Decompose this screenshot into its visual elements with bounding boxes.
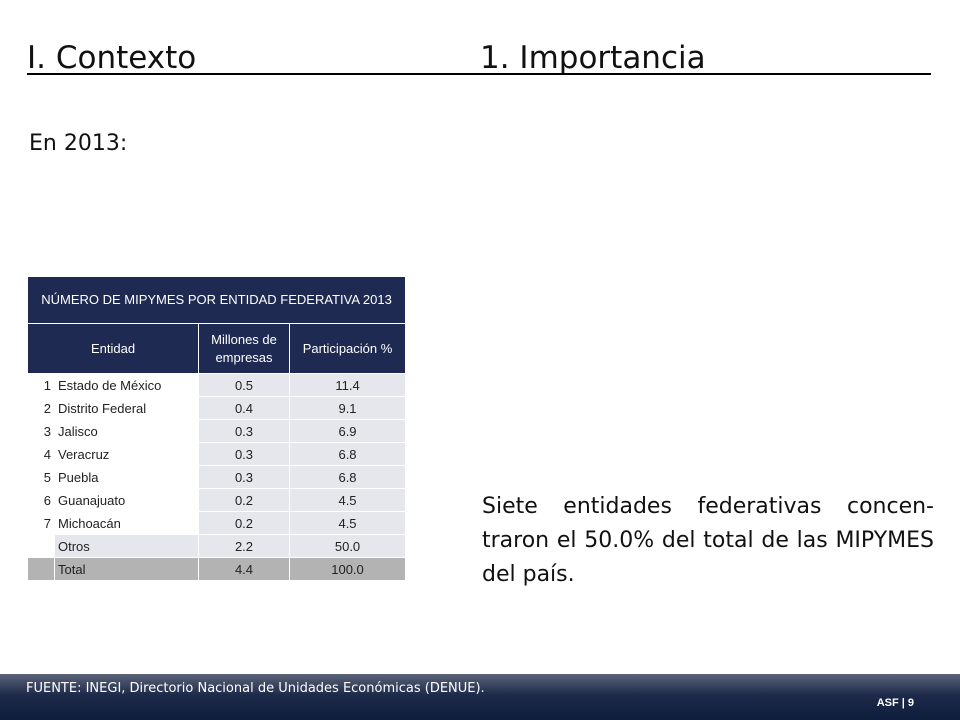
- row-millions: 2.2: [198, 534, 290, 558]
- section-title: I. Contexto: [27, 40, 197, 76]
- table-row: 2 Distrito Federal 0.4 9.1: [27, 396, 407, 420]
- row-share: 4.5: [289, 488, 407, 512]
- row-entity: Distrito Federal: [54, 396, 199, 420]
- row-millions: 0.4: [198, 396, 290, 420]
- row-millions: 0.3: [198, 419, 290, 443]
- column-header-entity: Entidad: [27, 323, 199, 374]
- column-header-millions: Millones de empresas: [198, 323, 290, 374]
- row-rank: 5: [27, 465, 55, 489]
- table-row: 4 Veracruz 0.3 6.8: [27, 442, 407, 466]
- row-rank: 6: [27, 488, 55, 512]
- row-entity: Jalisco: [54, 419, 199, 443]
- row-share: 6.8: [289, 465, 407, 489]
- row-entity: Otros: [54, 534, 199, 558]
- row-share: 4.5: [289, 511, 407, 535]
- table-row: 1 Estado de México 0.5 11.4: [27, 373, 407, 397]
- row-rank: 3: [27, 419, 55, 443]
- table-row: 3 Jalisco 0.3 6.9: [27, 419, 407, 443]
- page-number: ASF | 9: [876, 697, 914, 709]
- row-entity: Michoacán: [54, 511, 199, 535]
- table-row: 5 Puebla 0.3 6.8: [27, 465, 407, 489]
- row-share: 100.0: [289, 557, 407, 581]
- table-row: 7 Michoacán 0.2 4.5: [27, 511, 407, 535]
- table-row-total: Total 4.4 100.0: [27, 557, 407, 581]
- table-row-others: Otros 2.2 50.0: [27, 534, 407, 558]
- row-share: 6.9: [289, 419, 407, 443]
- row-rank: 1: [27, 373, 55, 397]
- row-millions: 0.3: [198, 465, 290, 489]
- intro-text: En 2013:: [29, 131, 128, 156]
- mipymes-table: NÚMERO DE MIPYMES POR ENTIDAD FEDERATIVA…: [26, 276, 407, 581]
- row-rank: 7: [27, 511, 55, 535]
- row-share: 50.0: [289, 534, 407, 558]
- row-millions: 4.4: [198, 557, 290, 581]
- row-share: 9.1: [289, 396, 407, 420]
- row-entity: Total: [54, 557, 199, 581]
- row-entity: Estado de México: [54, 373, 199, 397]
- row-share: 6.8: [289, 442, 407, 466]
- footer-bar: [0, 674, 960, 720]
- row-rank: [27, 557, 55, 581]
- row-rank: 2: [27, 396, 55, 420]
- row-entity: Veracruz: [54, 442, 199, 466]
- row-share: 11.4: [289, 373, 407, 397]
- row-millions: 0.5: [198, 373, 290, 397]
- subsection-title: 1. Importancia: [480, 40, 706, 76]
- row-millions: 0.2: [198, 488, 290, 512]
- row-entity: Puebla: [54, 465, 199, 489]
- summary-text: Siete entidades federativas concen-traro…: [482, 494, 934, 587]
- row-millions: 0.2: [198, 511, 290, 535]
- table-row: 6 Guanajuato 0.2 4.5: [27, 488, 407, 512]
- title-underline: [27, 73, 931, 75]
- row-rank: 4: [27, 442, 55, 466]
- footer-source: FUENTE: INEGI, Directorio Nacional de Un…: [26, 681, 485, 696]
- row-rank: [27, 534, 55, 558]
- row-entity: Guanajuato: [54, 488, 199, 512]
- column-header-share: Participación %: [288, 323, 407, 374]
- row-millions: 0.3: [198, 442, 290, 466]
- table-caption: NÚMERO DE MIPYMES POR ENTIDAD FEDERATIVA…: [26, 276, 407, 324]
